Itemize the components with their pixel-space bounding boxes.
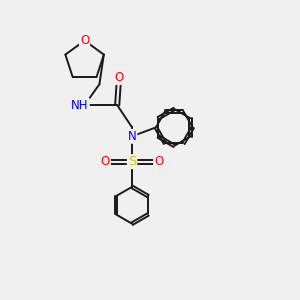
Text: O: O xyxy=(80,34,89,47)
Text: O: O xyxy=(154,155,164,168)
Text: NH: NH xyxy=(71,99,89,112)
Text: N: N xyxy=(128,130,136,143)
Text: O: O xyxy=(114,71,123,84)
Text: O: O xyxy=(101,155,110,168)
Text: S: S xyxy=(128,155,136,168)
